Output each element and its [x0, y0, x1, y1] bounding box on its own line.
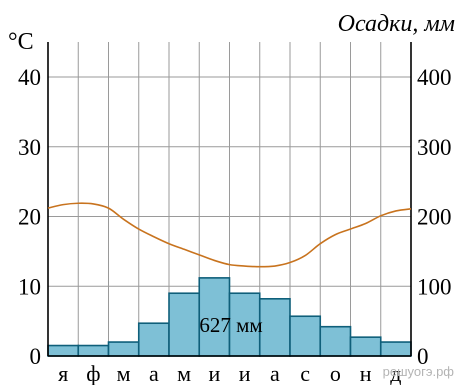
temperature-line	[47, 202, 412, 268]
month-label: и	[208, 361, 220, 385]
month-label: и	[239, 361, 251, 385]
temperature-line-group	[47, 202, 412, 268]
left-tick-label: 40	[18, 65, 41, 90]
precip-bar	[47, 344, 80, 357]
month-label: о	[330, 361, 341, 385]
left-axis-ticks: 0 10 20 30 40	[18, 65, 41, 369]
plot-frame	[47, 42, 412, 357]
precip-bar	[258, 298, 291, 357]
precip-bar	[137, 322, 170, 357]
precip-bar	[77, 344, 110, 357]
left-axis-label: °C	[8, 29, 34, 55]
month-label: а	[149, 361, 159, 385]
month-label: я	[58, 361, 68, 385]
right-tick-label: 300	[417, 135, 452, 160]
month-label: ф	[86, 361, 100, 385]
left-tick-label: 10	[18, 274, 41, 299]
annotation-total-precipitation: 627 мм	[199, 313, 262, 337]
month-label: с	[300, 361, 310, 385]
precip-bar	[289, 315, 322, 357]
left-tick-label: 0	[30, 344, 42, 369]
right-tick-label: 200	[417, 205, 452, 230]
precip-bar	[349, 336, 382, 357]
precip-bar	[319, 325, 352, 357]
month-label: н	[360, 361, 372, 385]
right-axis-label: Осадки, мм	[338, 11, 455, 37]
grid	[48, 42, 411, 356]
precip-bar	[379, 341, 412, 357]
month-label: а	[270, 361, 280, 385]
right-axis-ticks: 0 100 200 300 400	[417, 65, 452, 369]
precipitation-bars	[47, 277, 412, 357]
right-tick-label: 100	[417, 274, 452, 299]
precip-bar	[107, 341, 140, 357]
precip-bar	[168, 292, 201, 357]
month-label: д	[390, 361, 401, 385]
left-tick-label: 20	[18, 205, 41, 230]
left-tick-label: 30	[18, 135, 41, 160]
right-tick-label: 0	[417, 344, 429, 369]
month-label: м	[177, 361, 191, 385]
watermark: решуогэ.рф	[383, 364, 455, 379]
right-tick-label: 400	[417, 65, 452, 90]
month-label: м	[117, 361, 131, 385]
